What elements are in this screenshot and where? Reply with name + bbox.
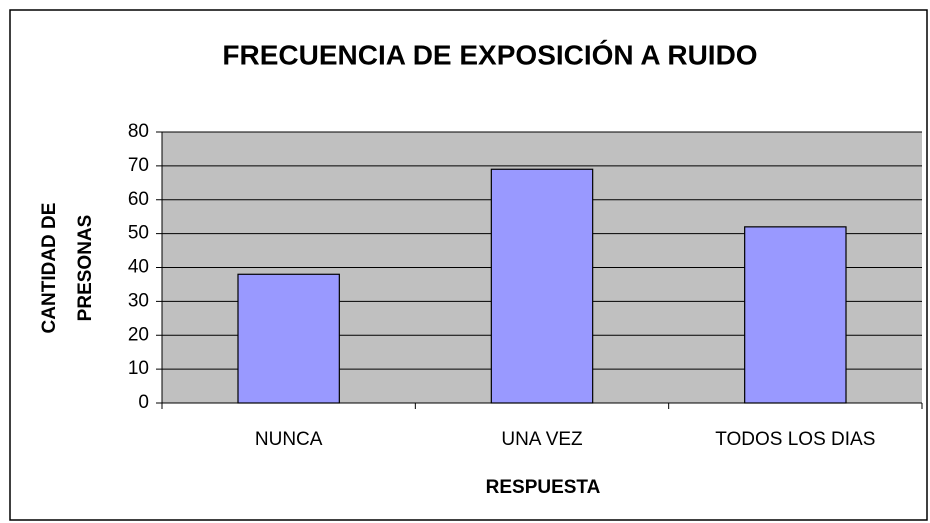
y-tick-label: 10 [128, 358, 149, 379]
y-tick-label: 0 [138, 392, 149, 413]
y-axis-label: CANTIDAD DE [39, 203, 60, 334]
y-tick-label: 20 [128, 324, 149, 345]
y-tick-label: 50 [128, 223, 149, 244]
chart-title: FRECUENCIA DE EXPOSICIÓN A RUIDO [222, 39, 757, 70]
bar [744, 226, 847, 404]
x-tick-label: UNA VEZ [501, 429, 583, 450]
y-tick-label: 70 [128, 155, 149, 176]
y-tick-label: 60 [128, 189, 149, 210]
x-axis-label: RESPUESTA [486, 477, 601, 498]
y-tick-label: 40 [128, 257, 149, 278]
x-tick-label: TODOS LOS DIAS [715, 429, 875, 450]
y-tick-label: 80 [128, 121, 149, 142]
x-tick-label: NUNCA [255, 429, 323, 450]
bar [490, 168, 594, 404]
bar [237, 273, 340, 404]
y-axis-label: PRESONAS [75, 215, 96, 322]
y-tick-label: 30 [128, 290, 149, 311]
